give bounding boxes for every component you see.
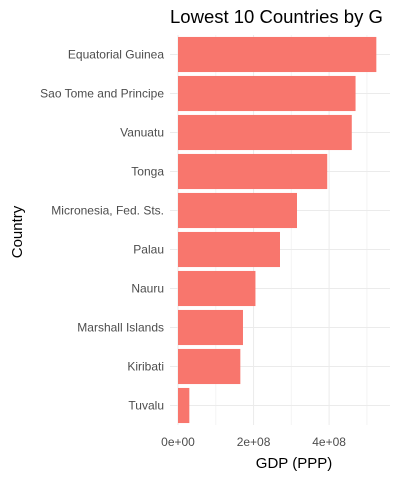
bar xyxy=(178,114,352,151)
category-label: Sao Tome and Principe xyxy=(40,87,164,101)
category-label: Marshall Islands xyxy=(77,321,164,335)
category-label: Kiribati xyxy=(127,360,164,374)
bar xyxy=(178,36,377,73)
category-label: Tonga xyxy=(131,165,164,179)
category-label: Palau xyxy=(133,243,164,257)
bars xyxy=(178,36,377,424)
bar xyxy=(178,387,190,424)
bar xyxy=(178,348,241,385)
x-tick-label: 2e+08 xyxy=(237,435,271,449)
category-label: Nauru xyxy=(131,282,164,296)
bar xyxy=(178,153,328,190)
bar xyxy=(178,309,243,346)
bar xyxy=(178,192,297,229)
y-axis-title: Country xyxy=(9,205,26,258)
category-label: Tuvalu xyxy=(128,399,164,413)
x-tick-label: 0e+00 xyxy=(161,435,195,449)
bar xyxy=(178,75,356,112)
bar xyxy=(178,270,256,307)
category-label: Vanuatu xyxy=(120,126,164,140)
category-label: Micronesia, Fed. Sts. xyxy=(51,204,164,218)
bar xyxy=(178,231,280,268)
x-tick-labels: 0e+00 2e+08 4e+08 xyxy=(161,435,346,449)
chart-title: Lowest 10 Countries by G xyxy=(170,6,383,27)
category-labels: Equatorial Guinea Sao Tome and Principe Va… xyxy=(40,48,164,413)
category-label: Equatorial Guinea xyxy=(68,48,164,62)
x-tick-label: 4e+08 xyxy=(312,435,346,449)
x-axis-title: GDP (PPP) xyxy=(256,455,332,472)
